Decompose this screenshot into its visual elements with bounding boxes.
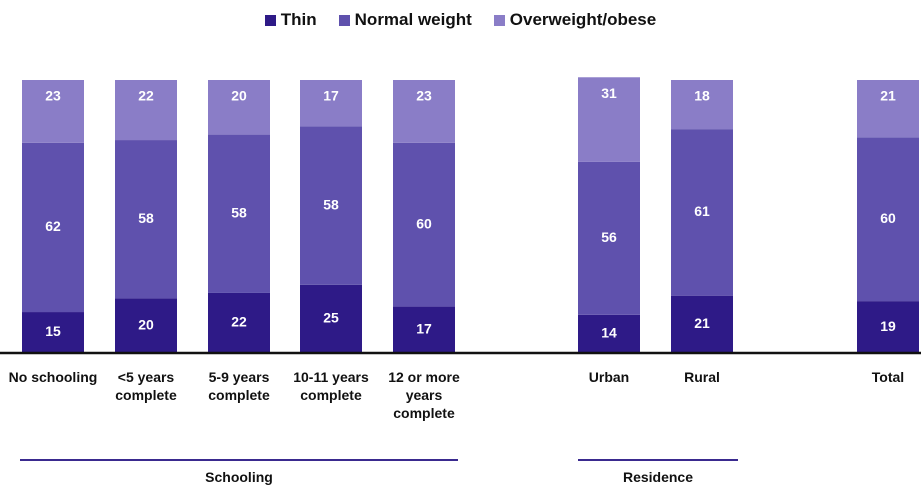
x-tick-label: 12 or more years complete xyxy=(388,369,460,421)
legend-label: Thin xyxy=(280,10,317,29)
data-label: 60 xyxy=(880,210,896,226)
data-label: 61 xyxy=(694,203,710,219)
bar-segment xyxy=(115,80,177,141)
bar-segment xyxy=(22,80,84,143)
x-tick-label: Total xyxy=(871,369,905,385)
bar-segment xyxy=(393,306,455,353)
legend-label: Normal weight xyxy=(354,10,472,29)
group-label: Schooling xyxy=(205,469,273,485)
data-label: 17 xyxy=(323,88,339,104)
data-label: 22 xyxy=(138,88,154,104)
data-label: 14 xyxy=(601,325,617,341)
data-label: 22 xyxy=(231,314,247,330)
data-label: 20 xyxy=(138,316,154,332)
data-label: 17 xyxy=(416,320,432,336)
bar-segment xyxy=(578,161,640,315)
data-label: 25 xyxy=(323,310,339,326)
bar-segment xyxy=(578,314,640,353)
bar-segment xyxy=(208,80,270,135)
data-label: 58 xyxy=(323,196,339,212)
legend-swatch xyxy=(493,14,505,26)
data-label: 20 xyxy=(231,88,247,104)
bar-segment xyxy=(857,137,919,302)
bar-segment xyxy=(22,142,84,313)
bar-segment xyxy=(393,142,455,307)
x-tick-label: <5 years complete xyxy=(115,369,177,403)
bar-segment xyxy=(208,134,270,293)
x-tick-label: Rural xyxy=(684,369,720,385)
data-label: 31 xyxy=(601,85,617,101)
bar-segment xyxy=(22,312,84,353)
bar-segment xyxy=(393,80,455,143)
group-label: Residence xyxy=(622,469,694,485)
bar-segment xyxy=(300,80,362,127)
data-label: 18 xyxy=(694,88,710,104)
data-label: 15 xyxy=(45,323,61,339)
legend: Thin Normal weight Overweight/obese xyxy=(0,10,921,30)
data-label: 62 xyxy=(45,218,61,234)
legend-label: Overweight/obese xyxy=(509,10,657,29)
x-tick-label: No schooling xyxy=(8,369,98,385)
data-label: 21 xyxy=(694,315,710,331)
x-tick-label: 5-9 years complete xyxy=(208,369,270,403)
data-label: 58 xyxy=(231,204,247,220)
legend-item: Normal weight xyxy=(338,10,472,30)
data-label: 56 xyxy=(601,229,617,245)
bar-segment xyxy=(300,284,362,353)
data-label: 23 xyxy=(416,88,432,104)
legend-swatch xyxy=(338,14,350,26)
bar-segment xyxy=(671,295,733,353)
data-label: 23 xyxy=(45,88,61,104)
bar-segment xyxy=(300,126,362,285)
x-tick-label: Urban xyxy=(588,369,630,385)
bar-segment xyxy=(208,292,270,353)
data-label: 19 xyxy=(880,318,896,334)
bar-segment xyxy=(857,80,919,138)
data-label: 58 xyxy=(138,210,154,226)
bar-segment xyxy=(115,140,177,299)
legend-item: Thin xyxy=(264,10,317,30)
data-label: 60 xyxy=(416,215,432,231)
x-tick-label: 10-11 years complete xyxy=(293,369,369,403)
bar-segment xyxy=(857,301,919,353)
bar-segment xyxy=(671,129,733,296)
bar-segment xyxy=(671,80,733,130)
legend-item: Overweight/obese xyxy=(493,10,657,30)
bar-segment xyxy=(578,77,640,162)
bar-segment xyxy=(115,298,177,353)
legend-swatch xyxy=(264,14,276,26)
data-label: 21 xyxy=(880,88,896,104)
